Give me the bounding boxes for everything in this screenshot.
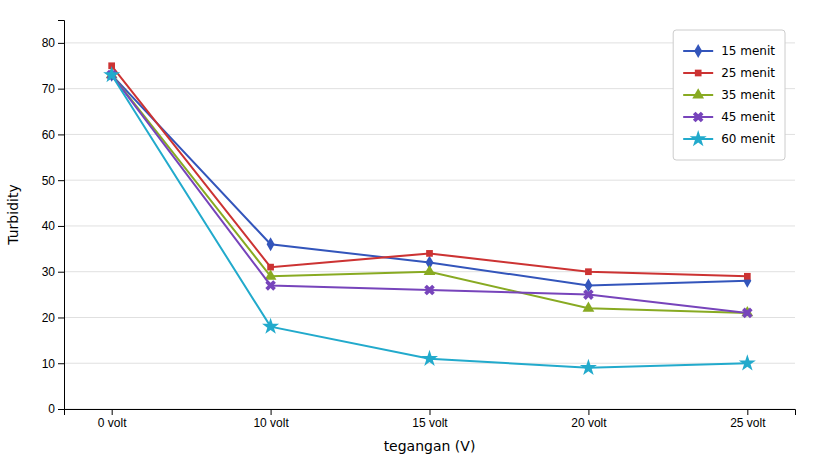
y-tick: 10 (42, 357, 64, 371)
y-tick-mark (58, 317, 64, 318)
series-marker (267, 264, 274, 271)
legend-item: 60 menit (683, 130, 775, 146)
series-marker (426, 250, 433, 257)
series-line (112, 75, 748, 286)
legend-item: 25 menit (683, 66, 775, 80)
series (108, 62, 750, 279)
y-tick-mark (58, 89, 64, 90)
series-line (112, 75, 748, 313)
y-tick-label: 0 (48, 402, 55, 416)
legend-label: 25 menit (721, 66, 775, 80)
series (106, 68, 753, 316)
series (104, 67, 756, 321)
series-marker (424, 265, 436, 275)
x-tick-mark (430, 409, 431, 415)
marks (103, 62, 756, 375)
y-axis: 0 10 20 30 40 50 60 70 80 (42, 21, 65, 417)
y-tick: 40 (42, 219, 64, 233)
series-marker (739, 305, 755, 321)
y-tick: 60 (42, 128, 64, 142)
x-axis: 0 volt 10 volt 15 volt 20 volt 25 volt (65, 409, 796, 430)
x-tick: 25 volt (730, 409, 766, 430)
x-tick-mark (271, 409, 272, 415)
legend-label: 45 menit (721, 110, 775, 124)
x-tick-mark (588, 409, 589, 415)
series (103, 66, 756, 375)
x-tick-mark (112, 409, 113, 415)
series-marker (421, 350, 438, 366)
x-tick-label: 0 volt (98, 416, 127, 430)
y-tick-label: 80 (42, 36, 56, 50)
y-tick-label: 50 (42, 174, 56, 188)
legend-label: 15 menit (721, 44, 775, 58)
y-axis-title: Turbidity (5, 184, 21, 245)
y-tick-mark (58, 409, 64, 410)
y-tick: 20 (42, 311, 64, 325)
y-tick-label: 70 (42, 82, 56, 96)
x-axis-line (65, 410, 796, 416)
y-axis-line (58, 21, 65, 410)
y-tick-label: 40 (42, 219, 56, 233)
y-tick-label: 30 (42, 265, 56, 279)
x-tick: 20 volt (571, 409, 607, 430)
legend-item: 45 menit (683, 109, 775, 125)
series-marker (265, 269, 277, 279)
series-marker (744, 273, 751, 280)
legend: 15 menit 25 menit 35 menit 45 menit 60 menit (673, 30, 785, 160)
y-tick: 0 (48, 402, 64, 416)
x-tick-label: 20 volt (571, 416, 607, 430)
y-tick: 30 (42, 265, 64, 279)
series-marker (739, 354, 756, 370)
x-tick-label: 25 volt (730, 416, 766, 430)
series-line (112, 75, 748, 368)
y-tick: 70 (42, 82, 64, 96)
grid-line (64, 180, 795, 181)
y-tick-label: 10 (42, 357, 56, 371)
grid-line (64, 317, 795, 318)
series-marker (585, 268, 592, 275)
legend-marker (695, 70, 702, 77)
grid-line (64, 225, 795, 226)
plot: 0 volt 10 volt 15 volt 20 volt 25 volt 0 10 20 3… (42, 21, 796, 430)
x-tick: 15 volt (412, 409, 448, 430)
y-tick-mark (58, 180, 64, 181)
series-marker (267, 237, 275, 251)
series (108, 68, 752, 292)
x-tick: 10 volt (253, 409, 289, 430)
series-marker (580, 287, 596, 303)
legend-marker (690, 130, 707, 146)
x-tick-label: 15 volt (412, 416, 448, 430)
series-marker (422, 282, 438, 298)
series-marker (580, 359, 597, 375)
legend-box (673, 30, 785, 160)
y-tick-mark (58, 134, 64, 135)
series-marker (103, 66, 120, 82)
y-tick: 50 (42, 174, 64, 188)
legend-label: 35 menit (721, 88, 775, 102)
y-tick-label: 20 (42, 311, 56, 325)
y-tick-mark (58, 43, 64, 44)
series-marker (262, 318, 279, 334)
x-tick-mark (747, 409, 748, 415)
y-tick-label: 60 (42, 128, 56, 142)
y-tick-mark (58, 363, 64, 364)
legend-item: 15 menit (683, 44, 775, 58)
legend-marker (692, 88, 704, 98)
y-tick-mark (58, 226, 64, 227)
series-marker (583, 302, 595, 312)
y-tick-mark (58, 272, 64, 273)
legend-marker (694, 44, 702, 58)
x-tick: 0 volt (98, 409, 127, 430)
series-line (112, 75, 748, 313)
chart: 0 volt 10 volt 15 volt 20 volt 25 volt 0 10 20 3… (0, 0, 815, 463)
x-axis-title: tegangan (V) (384, 438, 476, 454)
series-line (112, 66, 748, 277)
grid-line (64, 363, 795, 364)
legend-label: 60 menit (721, 132, 775, 146)
x-tick-label: 10 volt (253, 416, 289, 430)
legend-marker (690, 109, 706, 125)
series-marker (263, 277, 279, 293)
legend-item: 35 menit (683, 88, 775, 102)
y-tick: 80 (42, 36, 64, 50)
